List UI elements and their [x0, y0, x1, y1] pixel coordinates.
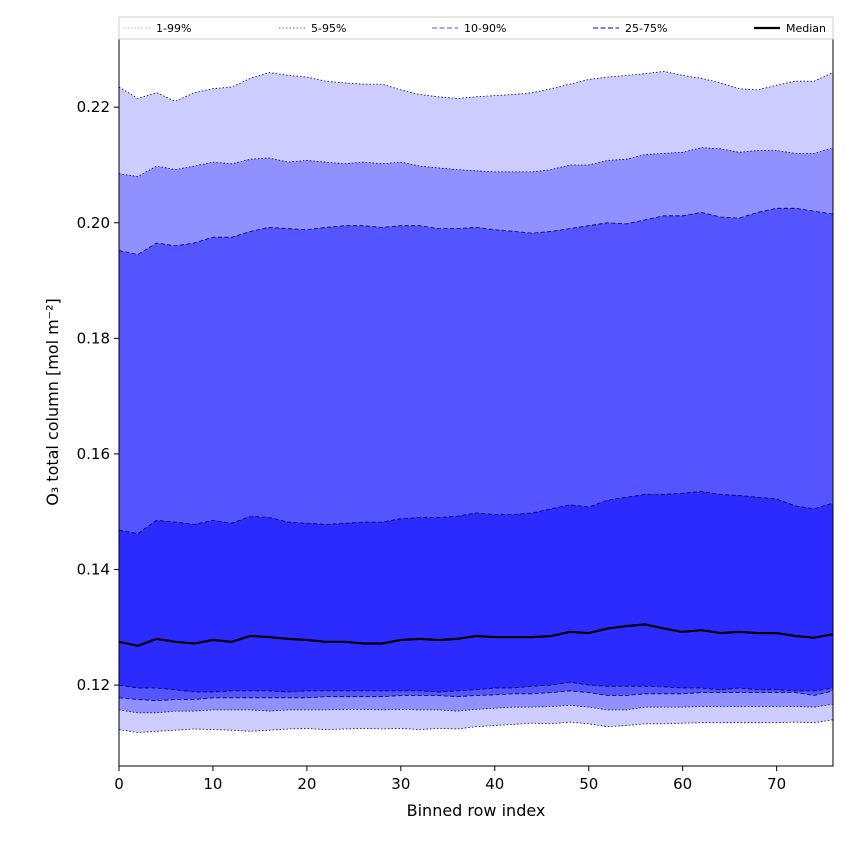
- x-tick-label: 0: [114, 775, 124, 793]
- x-tick-label: 50: [579, 775, 598, 793]
- x-tick-label: 20: [297, 775, 316, 793]
- median-line: [118, 623, 834, 647]
- band-25-75: [119, 491, 833, 692]
- legend-box: [118, 16, 834, 40]
- x-tick-label: 70: [767, 775, 786, 793]
- bands-layer: [118, 70, 834, 733]
- band-10-90-upper-edge: [118, 207, 834, 256]
- x-tick-label: 40: [485, 775, 504, 793]
- band-5-95-lower-edge: [118, 703, 834, 714]
- band-5-95-upper-edge: [118, 147, 834, 177]
- band-10-90-lower-edge: [118, 690, 834, 702]
- y-tick-label: 0.22: [77, 98, 110, 116]
- legend-label-median: Median: [786, 22, 826, 35]
- legend-label-25-75: 25-75%: [625, 22, 667, 35]
- x-axis-ticks: 0 10 20 30 40 50 60 70: [114, 766, 786, 793]
- x-tick-label: 10: [203, 775, 222, 793]
- y-tick-label: 0.12: [77, 676, 110, 694]
- y-axis-ticks: 0.12 0.14 0.16 0.18 0.20 0.22: [77, 98, 119, 694]
- legend-label-1-99: 1-99%: [156, 22, 191, 35]
- legend-label-10-90: 10-90%: [464, 22, 506, 35]
- band-1-99-lower-edge: [118, 719, 834, 733]
- x-tick-label: 30: [391, 775, 410, 793]
- band-25-75-lower-edge: [118, 681, 834, 693]
- x-axis-label: Binned row index: [407, 801, 546, 820]
- band-25-75-upper-edge: [118, 491, 834, 535]
- median-layer: [118, 623, 834, 647]
- legend-label-5-95: 5-95%: [311, 22, 346, 35]
- legend: 1-99% 5-95% 10-90% 25-75% Median: [118, 16, 834, 40]
- y-tick-label: 0.14: [77, 561, 110, 579]
- y-tick-label: 0.18: [77, 329, 110, 347]
- y-tick-label: 0.16: [77, 445, 110, 463]
- y-axis-label: O₃ total column [mol m⁻²]: [43, 298, 62, 506]
- y-tick-label: 0.20: [77, 214, 110, 232]
- x-tick-label: 60: [673, 775, 692, 793]
